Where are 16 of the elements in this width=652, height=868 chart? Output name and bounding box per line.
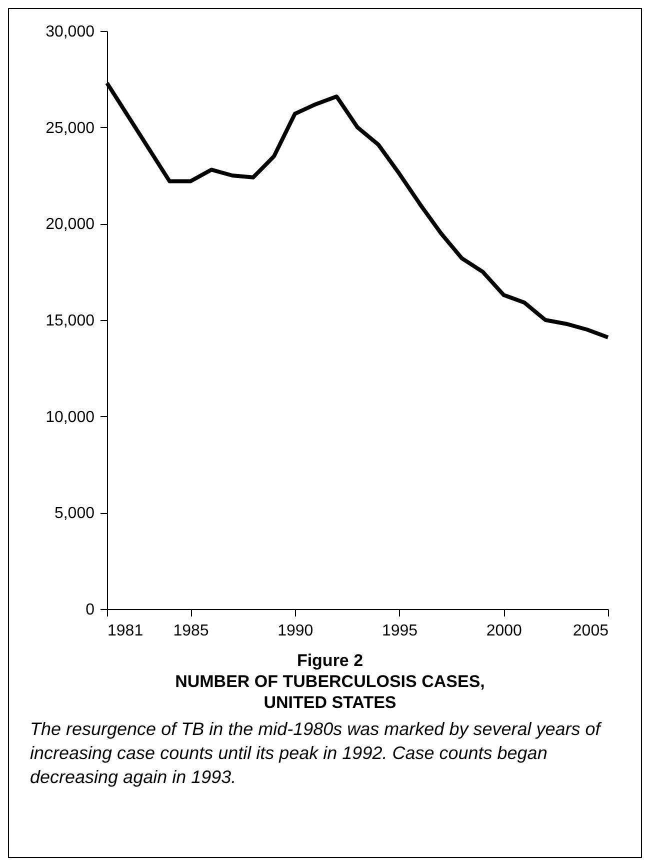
y-tick-label: 15,000 xyxy=(46,312,95,330)
x-tick-label: 2005 xyxy=(572,622,609,640)
y-tick-label: 30,000 xyxy=(46,24,95,40)
y-tick-label: 10,000 xyxy=(46,408,95,426)
text: The resurgence of TB in the mid-1980s was marked by several years of increasing case counts until its peak in 1992. Case counts began decreasing again in 1993. xyxy=(30,718,603,789)
y-tick-label: 20,000 xyxy=(46,216,95,234)
x-tick-label: 2000 xyxy=(486,622,522,640)
y-tick-label: 25,000 xyxy=(46,120,95,137)
y-tick-label: 0 xyxy=(86,602,95,618)
text: NUMBER OF TUBERCULOSIS CASES, UNITED STATES xyxy=(174,671,486,713)
x-tick-label: 1985 xyxy=(173,622,209,640)
x-tick-label: 1995 xyxy=(382,622,418,640)
y-tick-label: 5,000 xyxy=(54,505,95,522)
text: Figure 2 xyxy=(296,650,364,671)
x-tick-label: 1981 xyxy=(108,622,144,640)
x-tick-label: 1990 xyxy=(278,622,314,640)
